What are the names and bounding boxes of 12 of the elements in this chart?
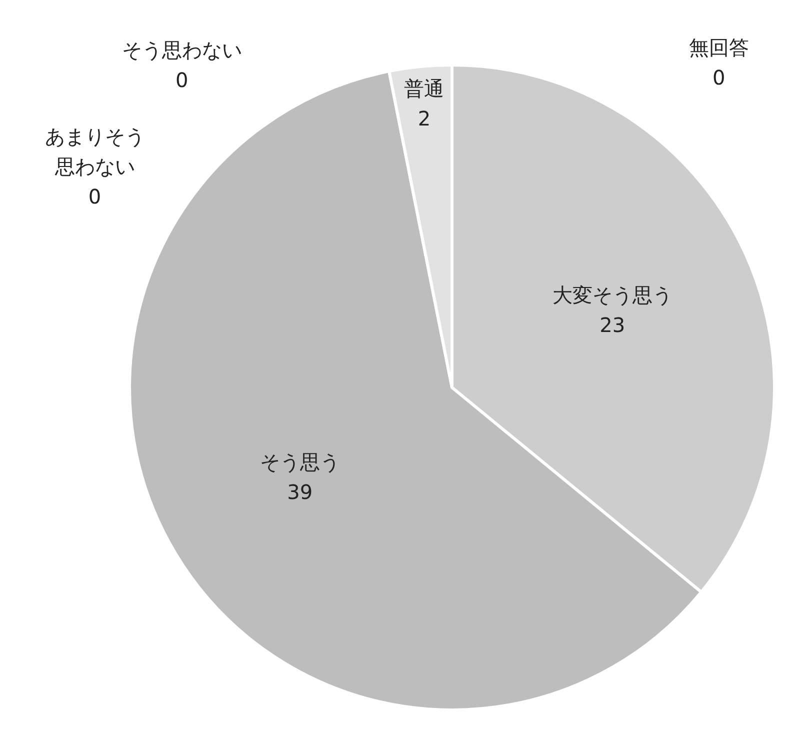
category-label: あまりそう思わない <box>44 124 145 178</box>
data-label: 39 <box>287 480 313 504</box>
text: 0 <box>712 65 726 90</box>
text: 0 <box>176 68 188 92</box>
slice-label: 普通 <box>404 76 444 100</box>
category-label: そう思わない <box>122 38 242 62</box>
data-label: 23 <box>600 312 626 337</box>
text: 0 <box>88 184 102 208</box>
slice-label: 大変そう思う <box>552 282 672 307</box>
data-label: 2 <box>418 106 431 130</box>
category-label: 無回答 <box>688 35 749 60</box>
slice-label: そう思う <box>260 450 340 474</box>
